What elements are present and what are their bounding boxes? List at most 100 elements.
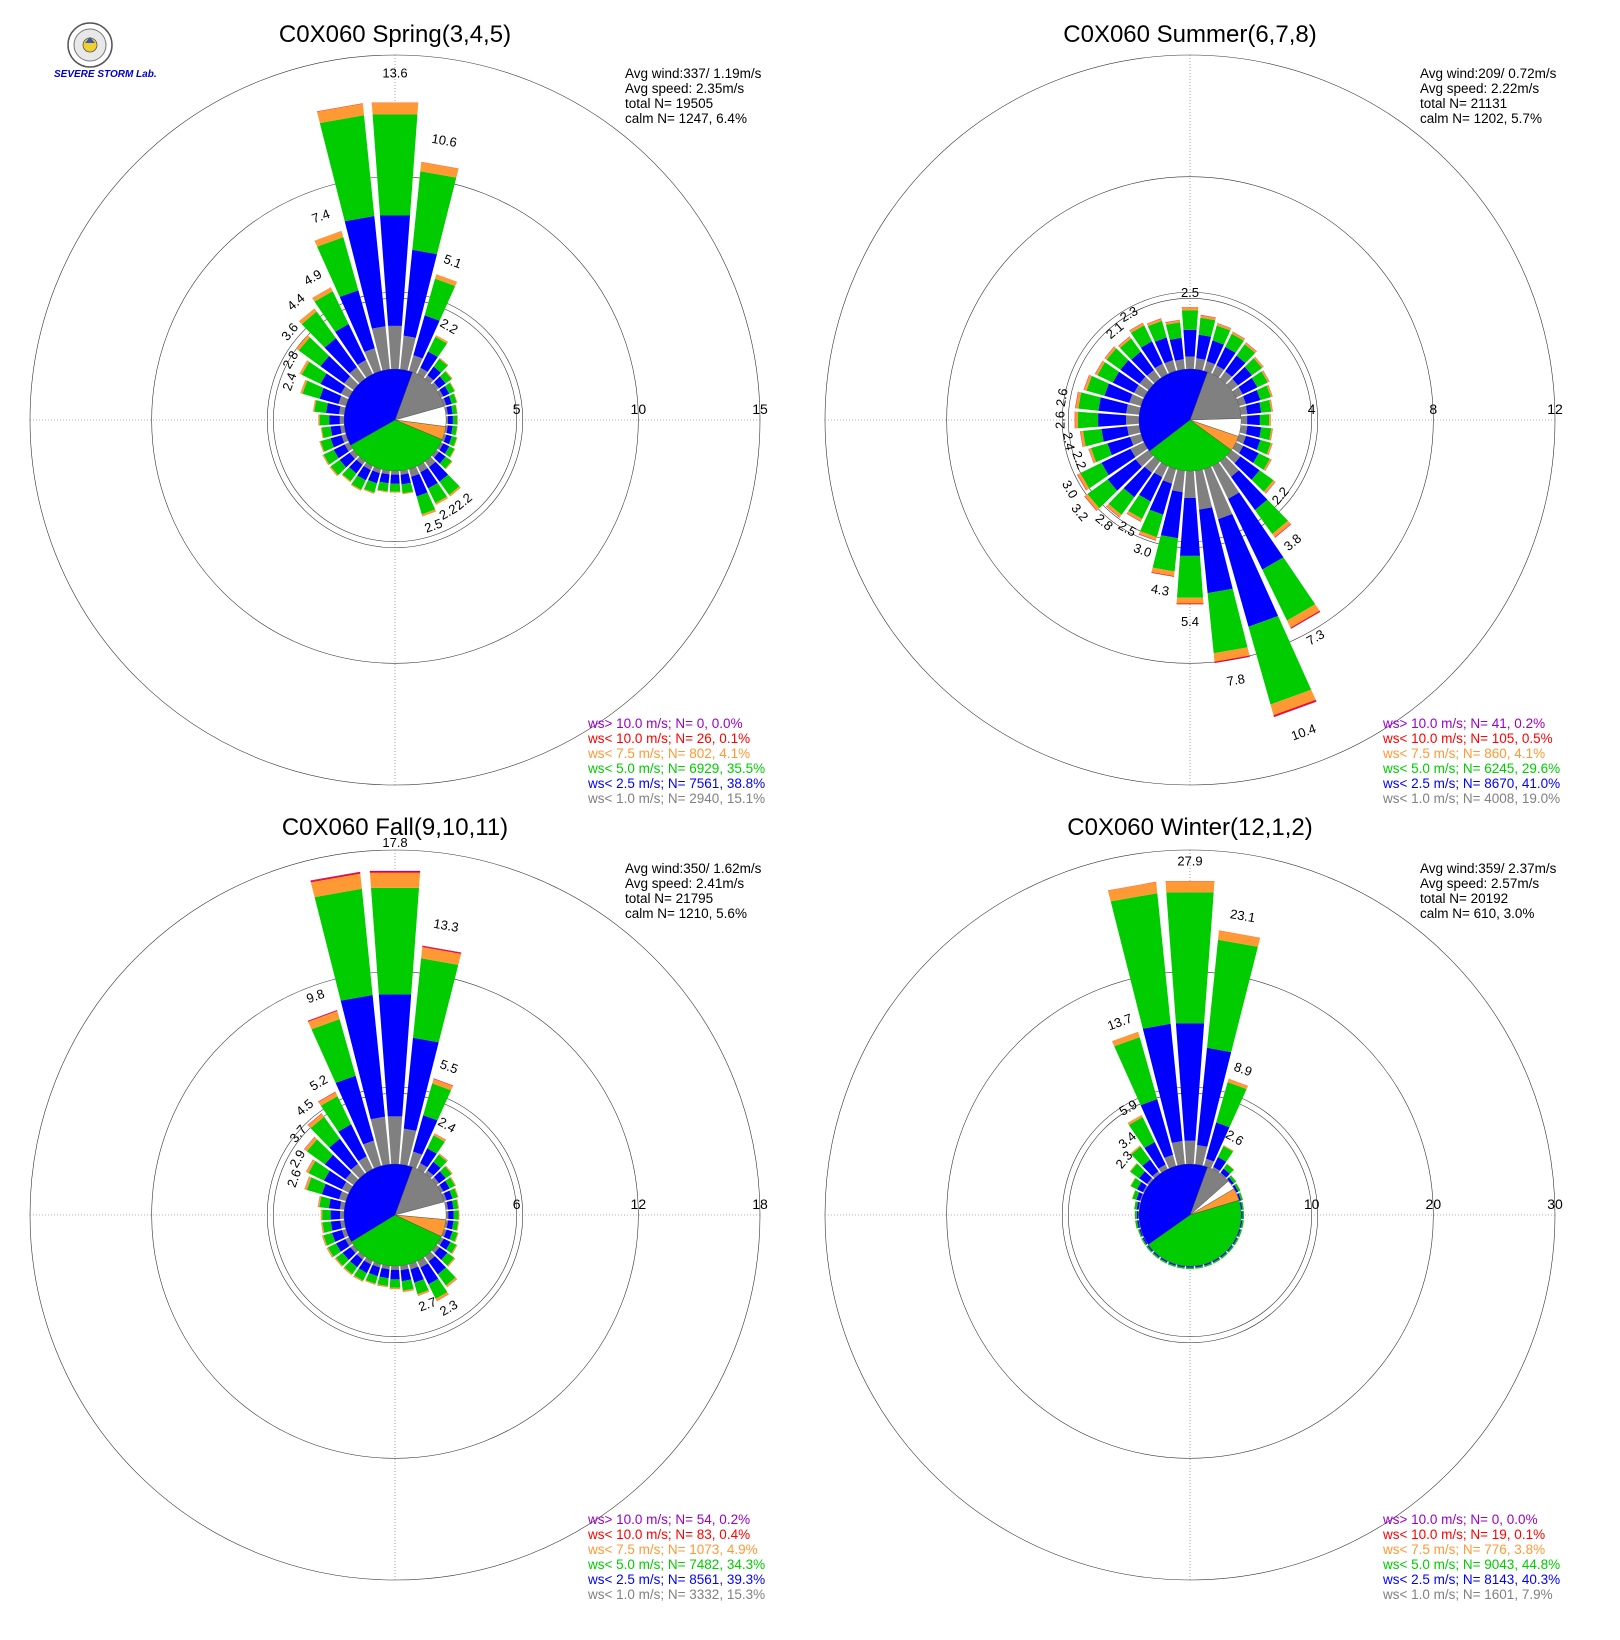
bar-segment	[333, 444, 349, 459]
bar-segment	[1146, 318, 1162, 327]
bar-segment	[1218, 930, 1261, 938]
bar-segment	[1251, 470, 1274, 492]
bar-segment	[388, 325, 402, 369]
bar-segment	[1130, 434, 1144, 446]
bar-segment	[310, 873, 362, 898]
bar-segment	[371, 887, 419, 995]
bar-segment	[441, 434, 447, 442]
bar-segment	[1106, 348, 1129, 370]
direction-bar	[1118, 336, 1160, 384]
bar-segment	[1200, 314, 1216, 318]
bar-segment	[423, 1083, 452, 1121]
bar-segment	[296, 335, 310, 351]
bar-segment	[1112, 371, 1139, 393]
bar-segment	[439, 443, 450, 454]
bar-segment	[1127, 1114, 1143, 1125]
bar-segment	[433, 358, 448, 373]
bar-segment	[456, 1199, 459, 1209]
bar-segment	[431, 1245, 440, 1254]
bar-segment	[435, 496, 449, 505]
bar-segment	[1216, 1082, 1247, 1128]
bar-value-label: 5.4	[1181, 614, 1199, 629]
bar-segment	[402, 1290, 414, 1293]
bar-segment	[317, 1196, 322, 1208]
bar-segment	[305, 1159, 314, 1172]
direction-bar	[1134, 1210, 1139, 1220]
bar-segment	[1232, 331, 1246, 339]
bar-segment	[1239, 1229, 1243, 1238]
bar-value-label: 9.8	[304, 986, 326, 1006]
bar-segment	[389, 1287, 401, 1289]
bar-segment	[320, 1096, 352, 1132]
bar-segment	[431, 382, 440, 390]
direction-bar	[444, 1220, 460, 1231]
bar-segment	[318, 1091, 336, 1103]
bar-segment	[434, 1133, 446, 1141]
bar-segment	[1223, 1145, 1234, 1152]
direction-bar	[1212, 331, 1246, 378]
direction-bar	[365, 1261, 381, 1285]
legend-entry: ws< 7.5 m/s; N= 802, 4.1%	[587, 746, 750, 761]
bar-segment	[307, 1113, 322, 1126]
bar-segment	[350, 485, 361, 491]
bar-segment	[1090, 443, 1112, 463]
bar-segment	[433, 1154, 447, 1168]
bar-segment	[1135, 450, 1154, 467]
bar-segment	[339, 1201, 346, 1210]
bar-segment	[1154, 462, 1168, 478]
direction-bar	[1083, 374, 1144, 406]
direction-bar	[446, 1210, 460, 1220]
bar-segment	[350, 484, 362, 491]
ring-label: 6	[513, 1196, 521, 1212]
bar-segment	[1176, 1266, 1185, 1269]
bar-segment	[434, 1247, 448, 1260]
bar-segment	[1104, 383, 1133, 403]
bar-segment	[1227, 1078, 1249, 1090]
ring-label: 15	[752, 401, 768, 417]
bar-segment	[1135, 1211, 1137, 1219]
bar-segment	[1129, 323, 1145, 333]
bar-segment	[1101, 426, 1129, 442]
bar-segment	[1259, 427, 1272, 441]
bar-segment	[1221, 1253, 1228, 1259]
bar-segment	[1176, 1267, 1185, 1269]
bar-segment	[448, 1210, 454, 1220]
bar-segment	[1259, 414, 1270, 426]
bar-segment	[1084, 496, 1097, 511]
severe-storm-lab-logo: SEVERE STORM Lab.	[54, 22, 157, 80]
bar-segment	[1214, 655, 1250, 663]
bar-segment	[1154, 337, 1174, 364]
bar-value-label: 3.2	[1068, 501, 1091, 524]
bar-segment	[335, 324, 366, 365]
bar-segment	[377, 1285, 388, 1288]
bar-segment	[1272, 520, 1291, 538]
bar-segment	[1134, 385, 1148, 398]
bar-segment	[377, 489, 388, 493]
bar-segment	[1195, 1267, 1204, 1269]
direction-bar	[1181, 307, 1199, 369]
bar-segment	[1241, 415, 1248, 425]
bar-segment	[1261, 370, 1270, 383]
bar-value-label: 2.9	[286, 1147, 308, 1170]
bar-segment	[1195, 1264, 1203, 1268]
bar-segment	[439, 357, 449, 365]
bar-segment	[321, 1235, 326, 1247]
bar-segment	[330, 425, 342, 436]
bar-segment	[302, 380, 324, 399]
bar-segment	[319, 1196, 331, 1209]
bar-segment	[1216, 323, 1232, 331]
bar-segment	[1152, 1252, 1160, 1259]
bar-segment	[449, 436, 457, 447]
bar-segment	[1176, 597, 1204, 604]
direction-bar	[363, 466, 381, 494]
bar-segment	[1262, 370, 1270, 382]
bar-value-label: 7.8	[1226, 671, 1246, 689]
bar-segment	[1212, 462, 1240, 499]
bar-segment	[1212, 365, 1225, 378]
bar-segment	[453, 437, 458, 447]
bar-segment	[1245, 342, 1257, 352]
direction-bar	[314, 230, 381, 374]
bar-segment	[322, 1209, 331, 1221]
bar-segment	[1104, 346, 1115, 359]
